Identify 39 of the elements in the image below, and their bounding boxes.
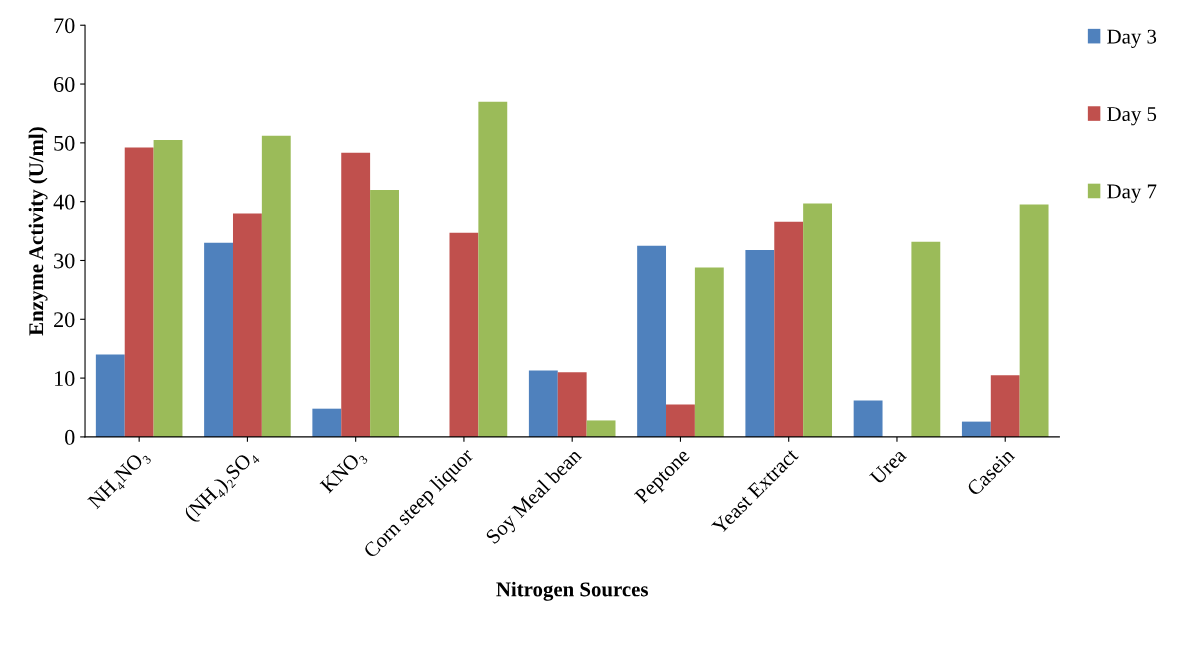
bar bbox=[478, 101, 508, 437]
bar bbox=[204, 242, 233, 437]
bar bbox=[961, 421, 991, 437]
y-tick-label: 60 bbox=[54, 76, 75, 92]
x-tick-label: Urea bbox=[869, 447, 908, 486]
y-tick-label: 10 bbox=[55, 371, 75, 387]
y-axis-title: Enzyme Activity (U/ml) bbox=[28, 127, 48, 336]
bar bbox=[449, 232, 479, 437]
bar bbox=[990, 375, 1020, 437]
y-tick-label: 20 bbox=[54, 312, 75, 328]
legend-label: Day 7 bbox=[1107, 184, 1157, 203]
bar bbox=[1019, 204, 1049, 437]
bar bbox=[586, 420, 616, 437]
bar bbox=[911, 241, 941, 437]
bar bbox=[232, 213, 262, 437]
bar bbox=[261, 135, 291, 437]
bar bbox=[312, 408, 342, 437]
bar bbox=[666, 404, 695, 437]
bar bbox=[95, 354, 125, 437]
bar bbox=[803, 203, 833, 437]
bar bbox=[153, 139, 183, 437]
legend-label: Day 3 bbox=[1107, 29, 1157, 48]
bar bbox=[774, 221, 804, 437]
y-tick-label: 70 bbox=[54, 18, 75, 34]
y-tick-label: 50 bbox=[54, 135, 75, 151]
y-tick-label: 0 bbox=[65, 429, 75, 445]
bar bbox=[124, 147, 154, 437]
bar bbox=[637, 245, 667, 437]
bar bbox=[557, 372, 587, 437]
bar bbox=[341, 152, 371, 437]
bar bbox=[745, 249, 775, 437]
y-tick-label: 30 bbox=[54, 253, 75, 269]
bar bbox=[694, 267, 724, 437]
legend-label: Day 5 bbox=[1107, 107, 1157, 126]
x-axis-title: Nitrogen Sources bbox=[496, 581, 648, 601]
bar bbox=[853, 400, 883, 437]
y-tick-label: 40 bbox=[53, 194, 75, 210]
bar bbox=[370, 189, 399, 437]
bar bbox=[528, 370, 558, 437]
